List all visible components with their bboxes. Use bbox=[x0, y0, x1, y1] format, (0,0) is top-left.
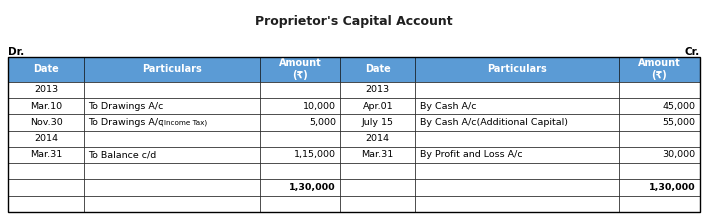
Bar bbox=[340, 147, 416, 163]
Bar bbox=[416, 57, 620, 82]
Bar bbox=[620, 163, 700, 179]
Text: 1,30,000: 1,30,000 bbox=[649, 183, 695, 192]
Bar bbox=[416, 131, 620, 147]
Bar bbox=[416, 163, 620, 179]
Text: 55,000: 55,000 bbox=[662, 118, 695, 127]
Text: 2014: 2014 bbox=[366, 134, 389, 143]
Bar bbox=[340, 163, 416, 179]
Bar bbox=[260, 98, 340, 114]
Bar bbox=[8, 163, 84, 179]
Text: By Cash A/c: By Cash A/c bbox=[420, 102, 476, 111]
Bar bbox=[84, 196, 260, 212]
Bar bbox=[620, 147, 700, 163]
Text: (Income Tax): (Income Tax) bbox=[161, 119, 207, 126]
Bar bbox=[8, 179, 84, 196]
Bar bbox=[620, 82, 700, 98]
Bar bbox=[620, 179, 700, 196]
Bar bbox=[416, 179, 620, 196]
Bar bbox=[620, 131, 700, 147]
Text: Date: Date bbox=[33, 64, 59, 74]
Bar bbox=[620, 114, 700, 131]
Text: 2013: 2013 bbox=[34, 85, 58, 94]
Bar bbox=[260, 196, 340, 212]
Text: Dr.: Dr. bbox=[8, 47, 25, 57]
Text: Amount
(₹): Amount (₹) bbox=[638, 58, 681, 80]
Text: 2013: 2013 bbox=[365, 85, 390, 94]
Text: Date: Date bbox=[365, 64, 391, 74]
Text: To Drawings A/c: To Drawings A/c bbox=[88, 118, 166, 127]
Bar bbox=[340, 82, 416, 98]
Text: By Cash A/c(Additional Capital): By Cash A/c(Additional Capital) bbox=[420, 118, 568, 127]
Bar bbox=[8, 57, 84, 82]
Bar bbox=[620, 57, 700, 82]
Bar bbox=[84, 57, 260, 82]
Bar bbox=[620, 196, 700, 212]
Text: To Drawings A/c: To Drawings A/c bbox=[88, 102, 164, 111]
Bar bbox=[416, 147, 620, 163]
Bar bbox=[260, 114, 340, 131]
Bar bbox=[260, 57, 340, 82]
Text: Mar.10: Mar.10 bbox=[30, 102, 62, 111]
Text: 5,000: 5,000 bbox=[309, 118, 336, 127]
Text: Nov.30: Nov.30 bbox=[30, 118, 62, 127]
Text: Particulars: Particulars bbox=[142, 64, 202, 74]
Text: Amount
(₹): Amount (₹) bbox=[278, 58, 321, 80]
Text: Proprietor's Capital Account: Proprietor's Capital Account bbox=[255, 15, 453, 28]
Bar bbox=[416, 82, 620, 98]
Bar bbox=[8, 82, 84, 98]
Bar bbox=[340, 131, 416, 147]
Bar bbox=[340, 98, 416, 114]
Bar bbox=[260, 163, 340, 179]
Text: Particulars: Particulars bbox=[488, 64, 547, 74]
Bar bbox=[84, 114, 260, 131]
Bar bbox=[84, 98, 260, 114]
Text: Cr.: Cr. bbox=[684, 47, 700, 57]
Bar bbox=[260, 147, 340, 163]
Bar bbox=[340, 57, 416, 82]
Text: To Balance c/d: To Balance c/d bbox=[88, 150, 156, 159]
Text: July 15: July 15 bbox=[362, 118, 394, 127]
Bar bbox=[8, 196, 84, 212]
Bar bbox=[260, 131, 340, 147]
Bar bbox=[8, 131, 84, 147]
Text: Mar.31: Mar.31 bbox=[30, 150, 62, 159]
Bar bbox=[260, 82, 340, 98]
Text: 30,000: 30,000 bbox=[662, 150, 695, 159]
Bar bbox=[8, 147, 84, 163]
Text: 1,30,000: 1,30,000 bbox=[289, 183, 336, 192]
Text: 2014: 2014 bbox=[34, 134, 58, 143]
Text: Mar.31: Mar.31 bbox=[362, 150, 394, 159]
Bar bbox=[340, 114, 416, 131]
Bar bbox=[620, 98, 700, 114]
Text: By Profit and Loss A/c: By Profit and Loss A/c bbox=[420, 150, 523, 159]
Bar bbox=[84, 82, 260, 98]
Bar bbox=[84, 131, 260, 147]
Bar bbox=[8, 98, 84, 114]
Text: 45,000: 45,000 bbox=[662, 102, 695, 111]
Text: 1,15,000: 1,15,000 bbox=[294, 150, 336, 159]
Bar bbox=[8, 114, 84, 131]
Bar bbox=[340, 179, 416, 196]
Text: 10,000: 10,000 bbox=[303, 102, 336, 111]
Bar bbox=[416, 98, 620, 114]
Bar bbox=[416, 114, 620, 131]
Bar bbox=[416, 196, 620, 212]
Bar bbox=[84, 163, 260, 179]
Text: Apr.01: Apr.01 bbox=[362, 102, 393, 111]
Bar bbox=[84, 179, 260, 196]
Bar bbox=[84, 147, 260, 163]
Bar bbox=[8, 57, 700, 212]
Bar bbox=[260, 179, 340, 196]
Bar bbox=[340, 196, 416, 212]
